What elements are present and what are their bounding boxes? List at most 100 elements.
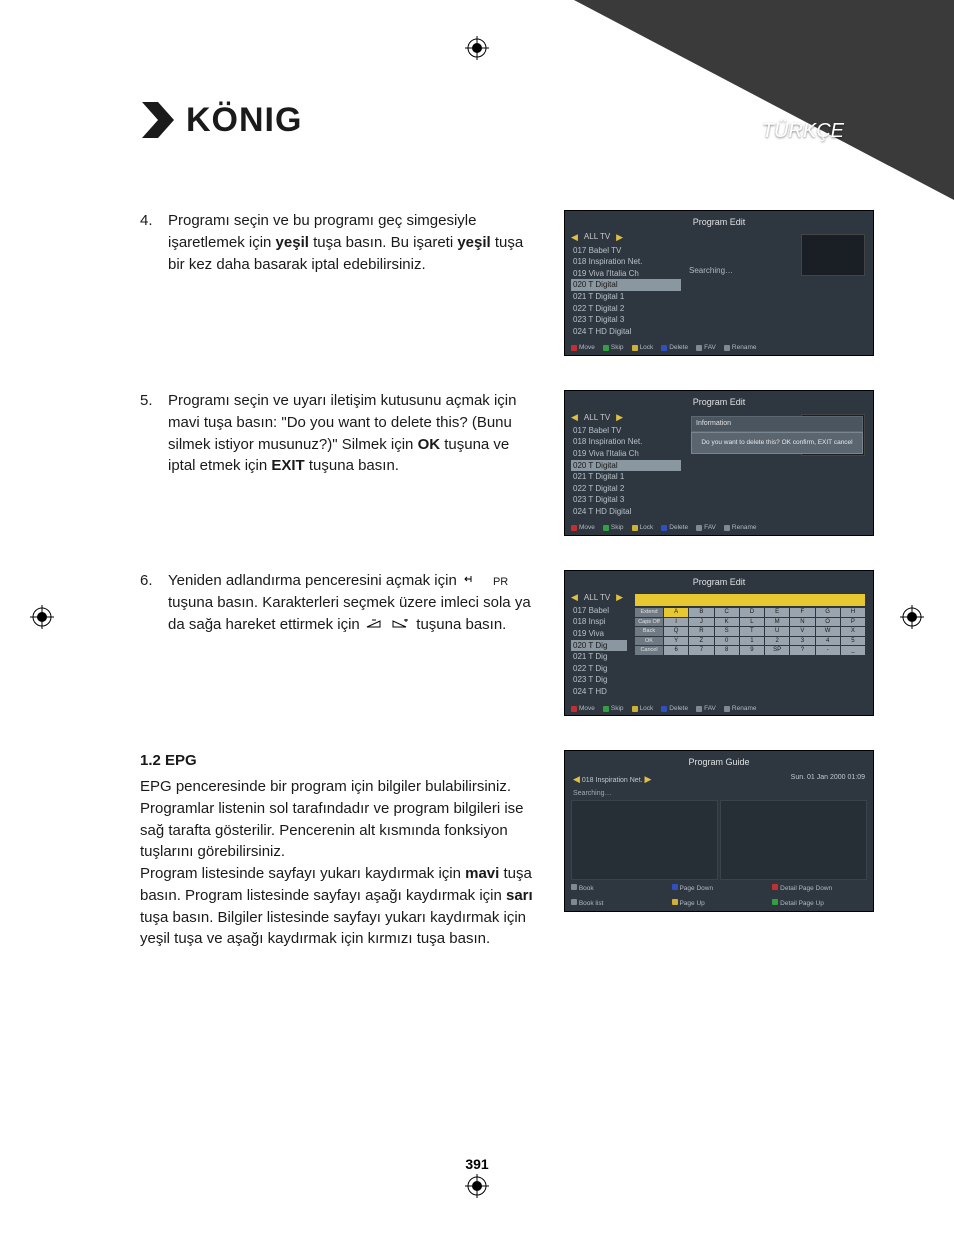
legend-item: Rename bbox=[724, 705, 757, 713]
channel-list: ◀ALL TV▶ 017 Babel TV018 Inspiration Net… bbox=[571, 232, 681, 338]
keyboard-key: L bbox=[740, 618, 764, 627]
section-heading: 1.2 EPG bbox=[140, 750, 536, 772]
screenshot-program-edit-delete: Program Edit ◀ALL TV▶ 017 Babel TV018 In… bbox=[564, 390, 874, 536]
keyboard-key: Z bbox=[689, 637, 713, 646]
keyboard-key: ? bbox=[790, 646, 814, 655]
keyboard-key: P bbox=[841, 618, 865, 627]
legend-item: Rename bbox=[724, 344, 757, 352]
keyboard-key: I bbox=[664, 618, 688, 627]
keyboard-key: 5 bbox=[841, 637, 865, 646]
keyboard-key: G bbox=[816, 608, 840, 617]
legend-item: Move bbox=[571, 344, 595, 352]
corner-triangle bbox=[574, 0, 954, 200]
program-info-pane bbox=[720, 800, 867, 880]
list-item-6: 6. Yeniden adlandırma penceresini açmak … bbox=[140, 570, 874, 716]
keyboard-key: 1 bbox=[740, 637, 764, 646]
channel-row: 022 T Digital 2 bbox=[571, 303, 681, 315]
keyboard-key: 2 bbox=[765, 637, 789, 646]
channel-row: 022 T Dig bbox=[571, 663, 627, 675]
channel-row: 024 T HD Digital bbox=[571, 506, 681, 518]
keyboard-key: SP bbox=[765, 646, 789, 655]
rename-input bbox=[635, 594, 865, 606]
keyboard-key: W bbox=[816, 627, 840, 636]
legend-item: FAV bbox=[696, 524, 716, 532]
list-number: 4. bbox=[140, 210, 158, 275]
keyboard-key: _ bbox=[841, 646, 865, 655]
legend-item: Lock bbox=[632, 344, 654, 352]
legend-item: Delete bbox=[661, 705, 688, 713]
channel-row: 019 Viva l'Italia Ch bbox=[571, 448, 681, 460]
screenshot-program-edit-skip: Program Edit ◀ALL TV▶ 017 Babel TV018 In… bbox=[564, 210, 874, 356]
registration-mark-icon bbox=[30, 605, 54, 629]
logo-icon bbox=[140, 100, 176, 140]
channel-list: ◀ALL TV▶ 017 Babel018 Inspi019 Viva 020 … bbox=[571, 592, 627, 698]
list-text: Programı seçin ve uyarı iletişim kutusun… bbox=[168, 390, 536, 477]
keyboard-key: 8 bbox=[715, 646, 739, 655]
page: TÜRKÇE KÖNIG 4. Programı seçin ve bu pro… bbox=[0, 0, 954, 1234]
registration-mark-icon bbox=[465, 36, 489, 60]
keyboard-side-button: Back bbox=[635, 627, 663, 636]
epg-section: 1.2 EPG EPG penceresinde bir program içi… bbox=[140, 750, 874, 950]
keyboard-key: D bbox=[740, 608, 764, 617]
registration-mark-icon bbox=[465, 1174, 489, 1198]
legend-item: Skip bbox=[603, 524, 624, 532]
keyboard-key: - bbox=[816, 646, 840, 655]
channel-row: 017 Babel TV bbox=[571, 425, 681, 437]
vol-plus-icon bbox=[392, 614, 410, 636]
list-item-4: 4. Programı seçin ve bu programı geç sim… bbox=[140, 210, 874, 356]
keyboard-key: Y bbox=[664, 637, 688, 646]
legend-item: Move bbox=[571, 705, 595, 713]
keyboard-key: R bbox=[689, 627, 713, 636]
channel-row: 021 T Digital 1 bbox=[571, 471, 681, 483]
channel-row: 020 T Dig bbox=[571, 640, 627, 652]
keyboard-key: M bbox=[765, 618, 789, 627]
channel-row: 020 T Digital bbox=[571, 279, 681, 291]
channel-row: 018 Inspiration Net. bbox=[571, 256, 681, 268]
keyboard-key: U bbox=[765, 627, 789, 636]
logo-text: KÖNIG bbox=[186, 101, 302, 140]
epg-body: EPG penceresinde bir program için bilgil… bbox=[140, 776, 536, 950]
keyboard-side-button: Caps Off bbox=[635, 618, 663, 627]
keyboard-key: 9 bbox=[740, 646, 764, 655]
keyboard-side-button: OK bbox=[635, 637, 663, 646]
keyboard-key: C bbox=[715, 608, 739, 617]
channel-row: 021 T Dig bbox=[571, 651, 627, 663]
keyboard-key: 4 bbox=[816, 637, 840, 646]
legend-item: Lock bbox=[632, 524, 654, 532]
keyboard-key: Q bbox=[664, 627, 688, 636]
channel-row: 024 T HD Digital bbox=[571, 326, 681, 338]
preview-window bbox=[801, 234, 865, 276]
legend-item: Skip bbox=[603, 344, 624, 352]
keyboard-key: V bbox=[790, 627, 814, 636]
keyboard-key: O bbox=[816, 618, 840, 627]
channel-row: 017 Babel TV bbox=[571, 245, 681, 257]
keyboard-key: E bbox=[765, 608, 789, 617]
keyboard-key: 6 bbox=[664, 646, 688, 655]
keyboard-side-button: Extend bbox=[635, 608, 663, 617]
list-text: Programı seçin ve bu programı geç simges… bbox=[168, 210, 536, 275]
legend-item: FAV bbox=[696, 344, 716, 352]
vol-minus-icon bbox=[366, 614, 384, 636]
content: 4. Programı seçin ve bu programı geç sim… bbox=[140, 210, 874, 950]
recall-pr-icon: PR bbox=[463, 570, 508, 592]
registration-mark-icon bbox=[900, 605, 924, 629]
screenshot-program-edit-rename: Program Edit ◀ALL TV▶ 017 Babel018 Inspi… bbox=[564, 570, 874, 716]
keyboard-side-button: Cancel bbox=[635, 646, 663, 655]
keyboard-key: F bbox=[790, 608, 814, 617]
keyboard-key: A bbox=[664, 608, 688, 617]
legend-item: FAV bbox=[696, 705, 716, 713]
status-text: Searching… bbox=[689, 266, 733, 276]
keyboard-key: N bbox=[790, 618, 814, 627]
legend-item: Delete bbox=[661, 524, 688, 532]
channel-row: 020 T Digital bbox=[571, 460, 681, 472]
legend-item: Move bbox=[571, 524, 595, 532]
info-box: Information bbox=[691, 416, 863, 432]
list-text: Yeniden adlandırma penceresini açmak içi… bbox=[168, 570, 536, 636]
legend-item: Rename bbox=[724, 524, 757, 532]
delete-dialog: Do you want to delete this? OK confirm, … bbox=[691, 432, 863, 454]
channel-row: 021 T Digital 1 bbox=[571, 291, 681, 303]
legend-item: Lock bbox=[632, 705, 654, 713]
channel-row: 023 T Digital 3 bbox=[571, 494, 681, 506]
keyboard-key: B bbox=[689, 608, 713, 617]
keyboard-key: T bbox=[740, 627, 764, 636]
